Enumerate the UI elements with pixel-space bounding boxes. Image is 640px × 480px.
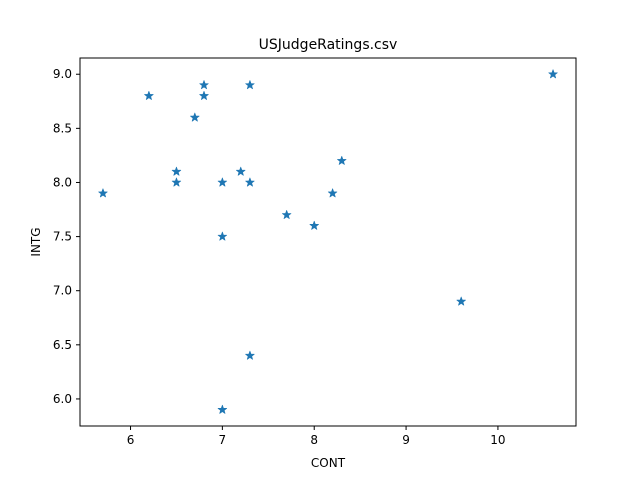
data-point-1: [144, 90, 154, 100]
points-layer: [98, 69, 558, 414]
y-tick-label: 7.5: [53, 230, 72, 244]
y-tick-label: 8.5: [53, 121, 72, 135]
data-point-11: [245, 80, 255, 90]
y-tick-label: 6.0: [53, 392, 72, 406]
plot-area: [80, 58, 576, 426]
x-tick-label: 7: [219, 433, 227, 447]
x-tick-label: 8: [310, 433, 318, 447]
data-point-6: [199, 90, 209, 100]
plot-frame: [79, 57, 577, 427]
x-axis-ticks: 6 7 8 9 10: [127, 426, 506, 447]
x-axis-label: CONT: [311, 456, 346, 470]
chart-title: USJudgeRatings.csv: [259, 37, 398, 53]
y-tick-label: 6.5: [53, 338, 72, 352]
data-point-2: [171, 166, 182, 176]
data-point-0: [98, 188, 108, 198]
data-point-4: [190, 112, 200, 122]
data-point-7: [217, 177, 228, 187]
data-point-19: [548, 69, 558, 79]
x-tick-label: 6: [127, 433, 135, 447]
data-point-3: [171, 177, 182, 187]
data-point-16: [327, 188, 338, 198]
y-axis-ticks: 6.0 6.5 7.0 7.5 8.0 8.5 9.0: [53, 67, 80, 406]
data-point-17: [337, 155, 347, 165]
y-tick-label: 8.0: [53, 175, 72, 189]
y-axis-label: INTG: [29, 227, 43, 256]
y-tick-label: 7.0: [53, 284, 72, 298]
data-point-14: [281, 210, 292, 219]
x-tick-label: 9: [402, 433, 410, 447]
y-tick-label: 9.0: [53, 67, 72, 81]
data-point-15: [309, 220, 319, 230]
data-point-12: [245, 177, 255, 187]
data-point-18: [456, 296, 466, 306]
data-point-8: [217, 231, 228, 241]
data-point-10: [236, 166, 246, 176]
data-point-13: [245, 350, 255, 360]
x-tick-label: 10: [490, 433, 505, 447]
data-point-5: [199, 80, 209, 90]
data-point-9: [217, 404, 228, 414]
